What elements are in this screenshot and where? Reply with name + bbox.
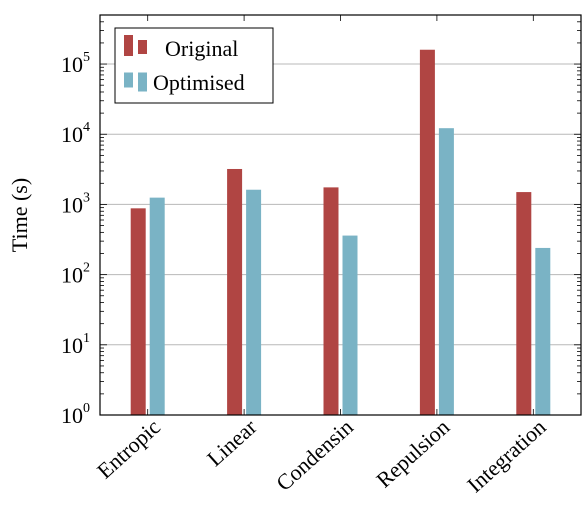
x-tick-label-repulsion: Repulsion xyxy=(371,414,454,492)
legend-swatch-optimised xyxy=(124,72,133,88)
legend-label-original: Original xyxy=(165,36,238,61)
y-tick-label-4: 104 xyxy=(61,120,90,147)
bar-optimised-repulsion xyxy=(438,128,454,415)
x-tick-label-integration: Integration xyxy=(462,414,550,497)
bar-original-integration xyxy=(516,192,532,415)
legend-swatch-optimised-b xyxy=(138,72,147,92)
legend: Original Optimised xyxy=(114,27,274,104)
grid-lines xyxy=(100,63,581,346)
y-axis-title: Time (s) xyxy=(7,178,32,252)
bar-optimised-linear xyxy=(246,189,262,415)
bar-optimised-integration xyxy=(535,247,551,415)
bar-original-linear xyxy=(227,168,243,415)
bar-original-repulsion xyxy=(419,49,435,415)
y-tick-label-5: 105 xyxy=(61,50,90,77)
legend-label-optimised: Optimised xyxy=(153,70,245,95)
x-tick-label-entropic: Entropic xyxy=(92,414,165,483)
y-tick-label-0: 100 xyxy=(61,401,90,428)
legend-swatch-original xyxy=(124,35,133,56)
x-tick-labels: Entropic Linear Condensin Repulsion Integrat… xyxy=(92,414,551,498)
y-tick-label-2: 102 xyxy=(61,261,90,288)
x-tick-label-condensin: Condensin xyxy=(271,414,358,496)
bars xyxy=(130,49,551,415)
plot-frame xyxy=(99,14,582,416)
x-tick-label-linear: Linear xyxy=(202,414,262,471)
y-tick-label-3: 103 xyxy=(61,190,90,217)
bar-original-entropic xyxy=(130,208,146,415)
bar-original-condensin xyxy=(323,187,339,415)
y-tick-label-1: 101 xyxy=(61,331,90,358)
legend-swatch-original-b xyxy=(138,40,147,54)
y-tick-labels: 100 101 102 103 104 105 xyxy=(61,50,90,428)
bar-optimised-condensin xyxy=(342,235,358,415)
bar-optimised-entropic xyxy=(149,197,165,415)
